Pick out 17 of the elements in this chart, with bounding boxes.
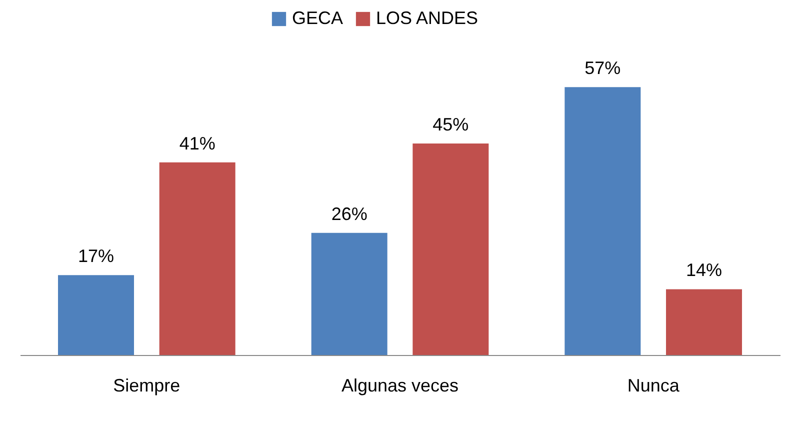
bar	[311, 232, 388, 355]
legend-label: LOS ANDES	[376, 8, 478, 28]
x-tick-label: Siempre	[113, 376, 180, 396]
bar	[564, 87, 641, 355]
bar	[58, 275, 134, 355]
data-label: 26%	[331, 204, 368, 224]
data-label: 41%	[179, 133, 216, 154]
x-tick-label: Algunas veces	[341, 376, 459, 396]
bar	[666, 289, 742, 355]
data-label: 14%	[686, 260, 722, 280]
bar	[412, 144, 489, 355]
x-tick-label: Nunca	[627, 376, 680, 396]
legend-label: GECA	[292, 8, 344, 28]
data-label: 45%	[432, 114, 469, 135]
data-label: 17%	[78, 246, 114, 266]
bar	[159, 162, 236, 355]
data-label: 57%	[584, 58, 621, 78]
